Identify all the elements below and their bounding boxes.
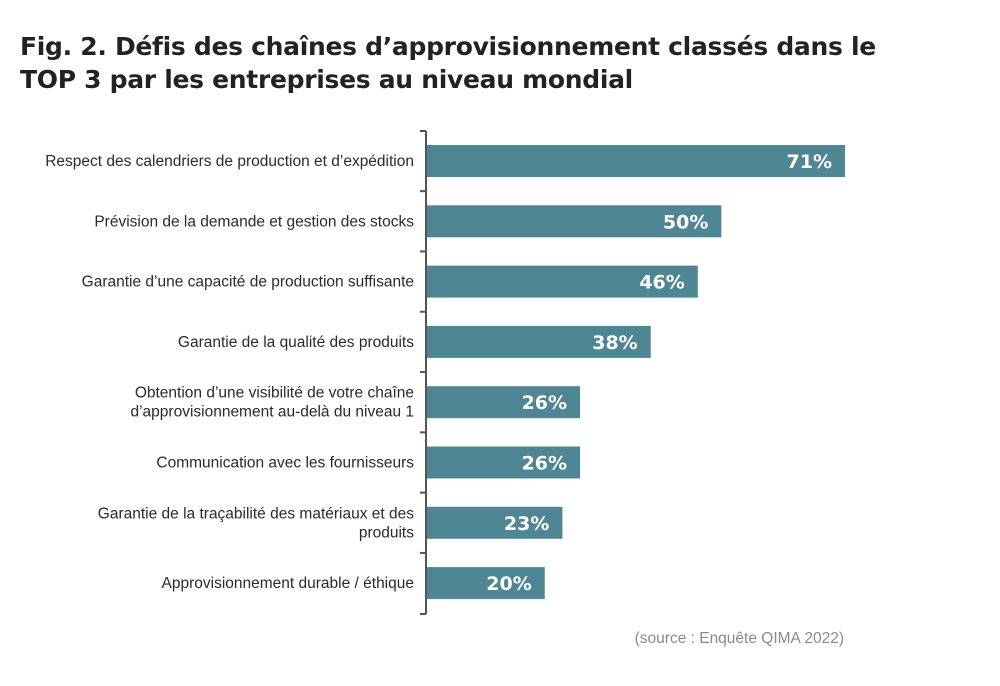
category-label-8: Approvisionnement durable / éthique (162, 575, 414, 592)
bar-5 (427, 386, 581, 419)
bar-2 (427, 205, 722, 238)
value-label-3: 46% (639, 272, 684, 294)
value-label-6: 26% (522, 453, 567, 475)
bar-7 (427, 506, 563, 539)
category-label-1: Respect des calendriers de production et… (45, 153, 414, 170)
chart-title: Fig. 2. Défis des chaînes d’approvisionn… (20, 32, 876, 94)
category-label-4: Garantie de la qualité des produits (178, 334, 414, 351)
category-label-5: d’approvisionnement au-delà du niveau 1 (130, 404, 414, 421)
category-label-7: Garantie de la traçabilité des matériaux… (98, 505, 414, 522)
bar-4 (427, 325, 651, 358)
value-label-7: 23% (504, 513, 549, 535)
bar-1 (427, 145, 845, 177)
value-label-4: 38% (592, 332, 637, 354)
category-label-5: Obtention d’une visibilité de votre chaî… (135, 385, 414, 402)
bar-8 (427, 567, 545, 600)
value-label-1: 71% (787, 151, 832, 173)
value-label-5: 26% (522, 392, 567, 414)
category-label-2: Prévision de la demande et gestion des s… (94, 213, 414, 230)
source-note: (source : Enquête QIMA 2022) (634, 630, 844, 647)
value-label-8: 20% (486, 573, 531, 595)
bar-3 (427, 265, 698, 298)
category-label-6: Communication avec les fournisseurs (156, 455, 414, 472)
category-label-3: Garantie d’une capacité de production su… (82, 274, 414, 291)
value-label-2: 50% (663, 211, 708, 233)
bar-6 (427, 446, 581, 479)
category-label-7: produits (359, 524, 414, 541)
